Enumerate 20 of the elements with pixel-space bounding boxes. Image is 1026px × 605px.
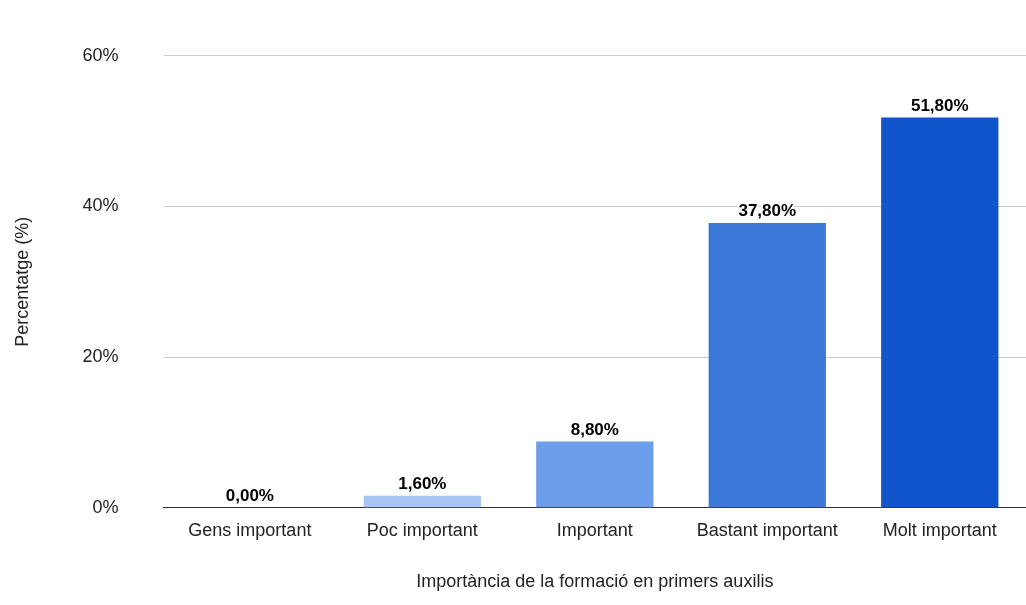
x-tick-label: Bastant important bbox=[696, 519, 838, 540]
x-tick-label: Poc important bbox=[366, 519, 478, 540]
data-label: 1,60% bbox=[398, 473, 447, 493]
y-tick-label: 60% bbox=[82, 44, 119, 65]
bar bbox=[881, 117, 999, 508]
y-tick-label: 0% bbox=[92, 496, 119, 517]
data-label: 37,80% bbox=[738, 201, 797, 221]
bar bbox=[363, 495, 481, 508]
y-tick-label: 20% bbox=[82, 346, 119, 367]
bar bbox=[536, 441, 654, 508]
data-label: 0,00% bbox=[225, 485, 274, 505]
y-tick-label: 40% bbox=[82, 195, 119, 216]
x-tick-label: Molt important bbox=[882, 519, 997, 540]
y-axis-title: Percentatge (%) bbox=[11, 216, 32, 347]
x-axis-title: Importància de la formació en primers auxilis bbox=[416, 571, 774, 592]
data-label: 8,80% bbox=[570, 419, 619, 439]
bar bbox=[708, 223, 826, 508]
data-label: 51,80% bbox=[910, 95, 969, 115]
x-tick-label: Important bbox=[556, 519, 633, 540]
x-tick-label: Gens important bbox=[188, 519, 312, 540]
